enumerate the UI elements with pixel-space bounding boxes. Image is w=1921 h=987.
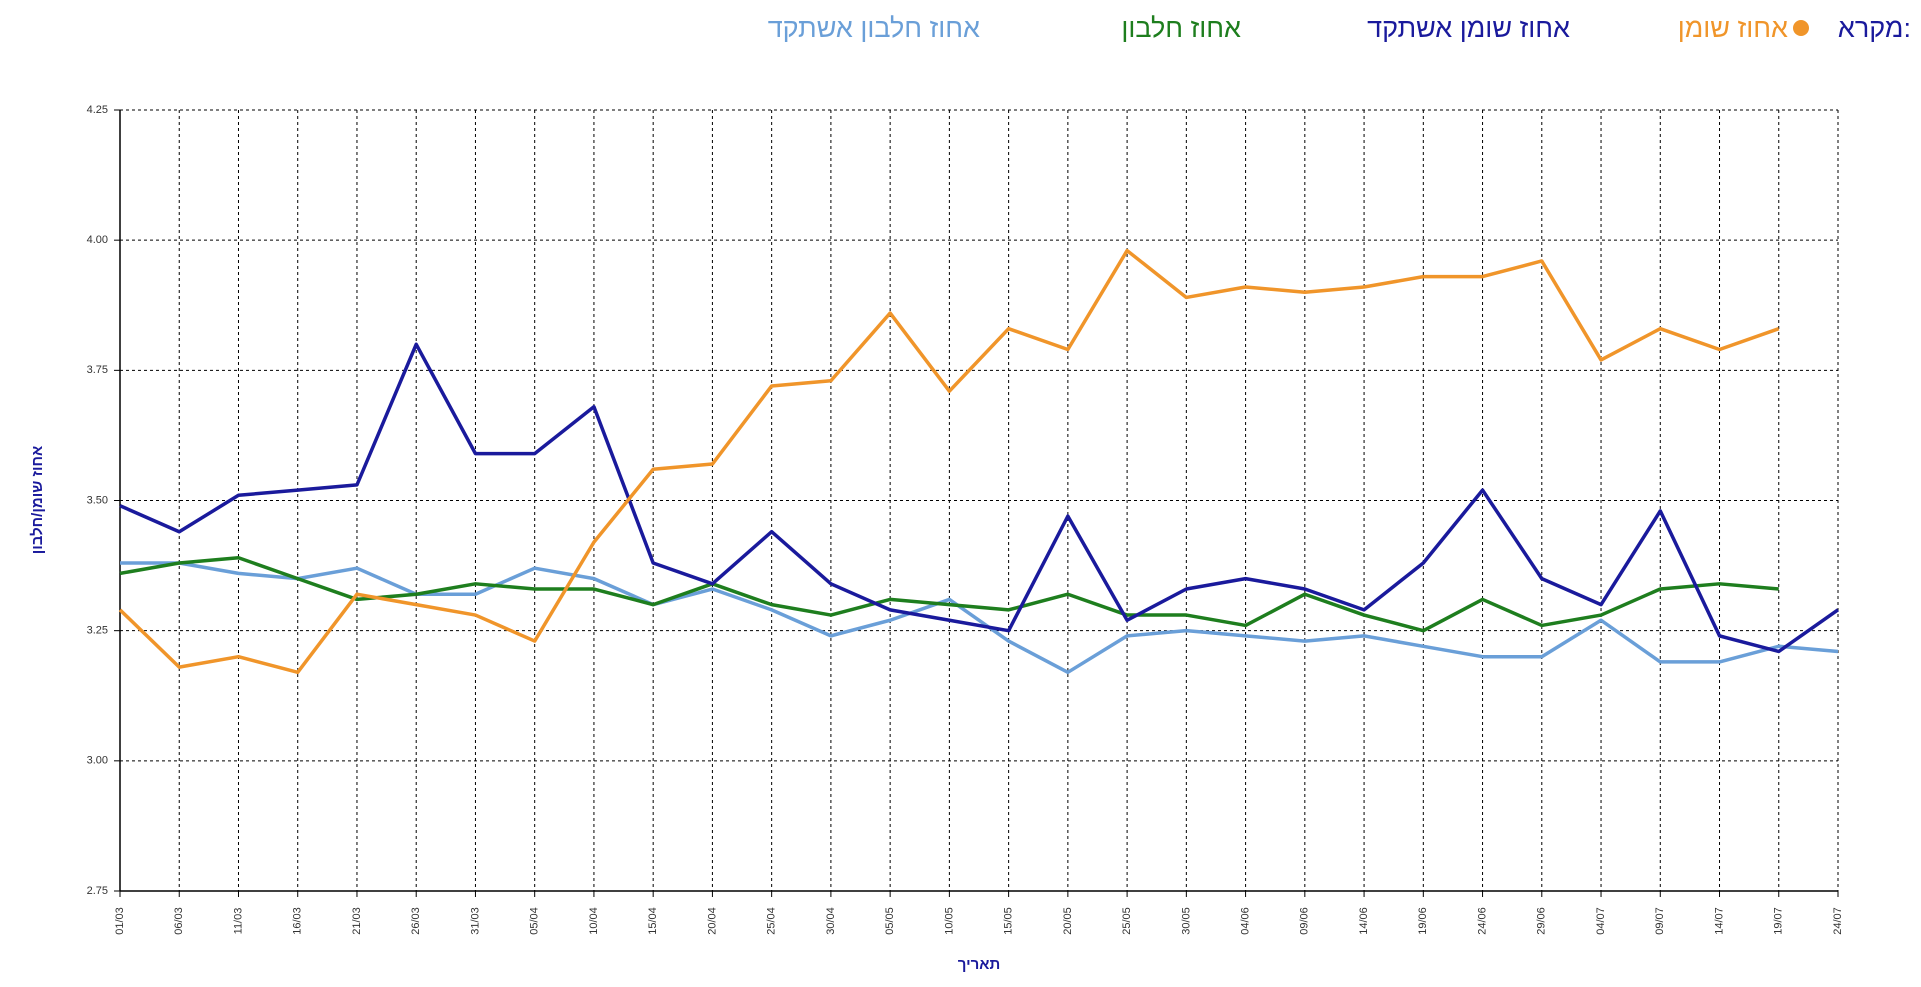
x-tick-label: 31/03	[469, 907, 481, 935]
x-tick-label: 15/05	[1003, 907, 1015, 935]
x-tick-label: 09/06	[1299, 907, 1311, 935]
legend-title: מקרא:	[1838, 13, 1911, 43]
x-tick-label: 24/06	[1476, 907, 1488, 935]
x-tick-label: 30/05	[1180, 907, 1192, 935]
y-tick-label: 2.75	[87, 885, 108, 897]
x-tick-label: 01/03	[114, 907, 126, 935]
y-tick-label: 4.25	[87, 104, 108, 116]
x-tick-label: 05/05	[884, 907, 896, 935]
x-tick-label: 20/04	[706, 907, 718, 935]
x-tick-label: 16/03	[292, 907, 304, 935]
x-axis-label: תאריך	[958, 956, 1001, 973]
x-tick-label: 04/07	[1595, 907, 1607, 935]
x-tick-label: 09/07	[1654, 907, 1666, 935]
series-line	[118, 248, 1780, 675]
x-tick-label: 20/05	[1062, 907, 1074, 935]
x-tick-label: 14/07	[1713, 907, 1725, 935]
x-tick-label: 04/06	[1239, 907, 1251, 935]
x-tick-label: 10/04	[588, 907, 600, 935]
y-tick-label: 3.00	[87, 755, 108, 767]
x-tick-label: 14/06	[1358, 907, 1370, 935]
x-tick-label: 25/05	[1121, 907, 1133, 935]
x-tick-label: 24/07	[1832, 907, 1844, 935]
legend-label: אחוז שומן אשתקד	[1367, 13, 1570, 43]
x-tick-label: 19/06	[1417, 907, 1429, 935]
x-tick-label: 21/03	[351, 907, 363, 935]
x-tick-label: 05/04	[529, 907, 541, 935]
series-line	[119, 556, 1779, 633]
legend-label: אחוז שומן	[1678, 13, 1788, 43]
legend-label: אחוז חלבון אשתקד	[768, 13, 980, 43]
x-tick-label: 26/03	[410, 907, 422, 935]
series-line	[120, 561, 1839, 675]
series-line	[119, 342, 1840, 654]
legend-label: אחוז חלבון	[1121, 13, 1241, 43]
x-tick-label: 25/04	[766, 907, 778, 935]
x-tick-label: 06/03	[173, 907, 185, 935]
y-tick-label: 3.50	[87, 494, 108, 506]
y-axis-label: אחוז שומן/חלבון	[29, 446, 46, 555]
x-tick-label: 19/07	[1773, 907, 1785, 935]
y-tick-label: 4.00	[87, 234, 108, 246]
x-tick-label: 15/04	[647, 907, 659, 935]
y-tick-label: 3.75	[87, 364, 108, 376]
legend-marker	[1793, 20, 1809, 36]
x-tick-label: 30/04	[825, 907, 837, 935]
y-tick-label: 3.25	[87, 625, 108, 637]
x-tick-label: 29/06	[1536, 907, 1548, 935]
x-tick-label: 11/03	[232, 908, 244, 935]
x-tick-label: 10/05	[943, 907, 955, 935]
